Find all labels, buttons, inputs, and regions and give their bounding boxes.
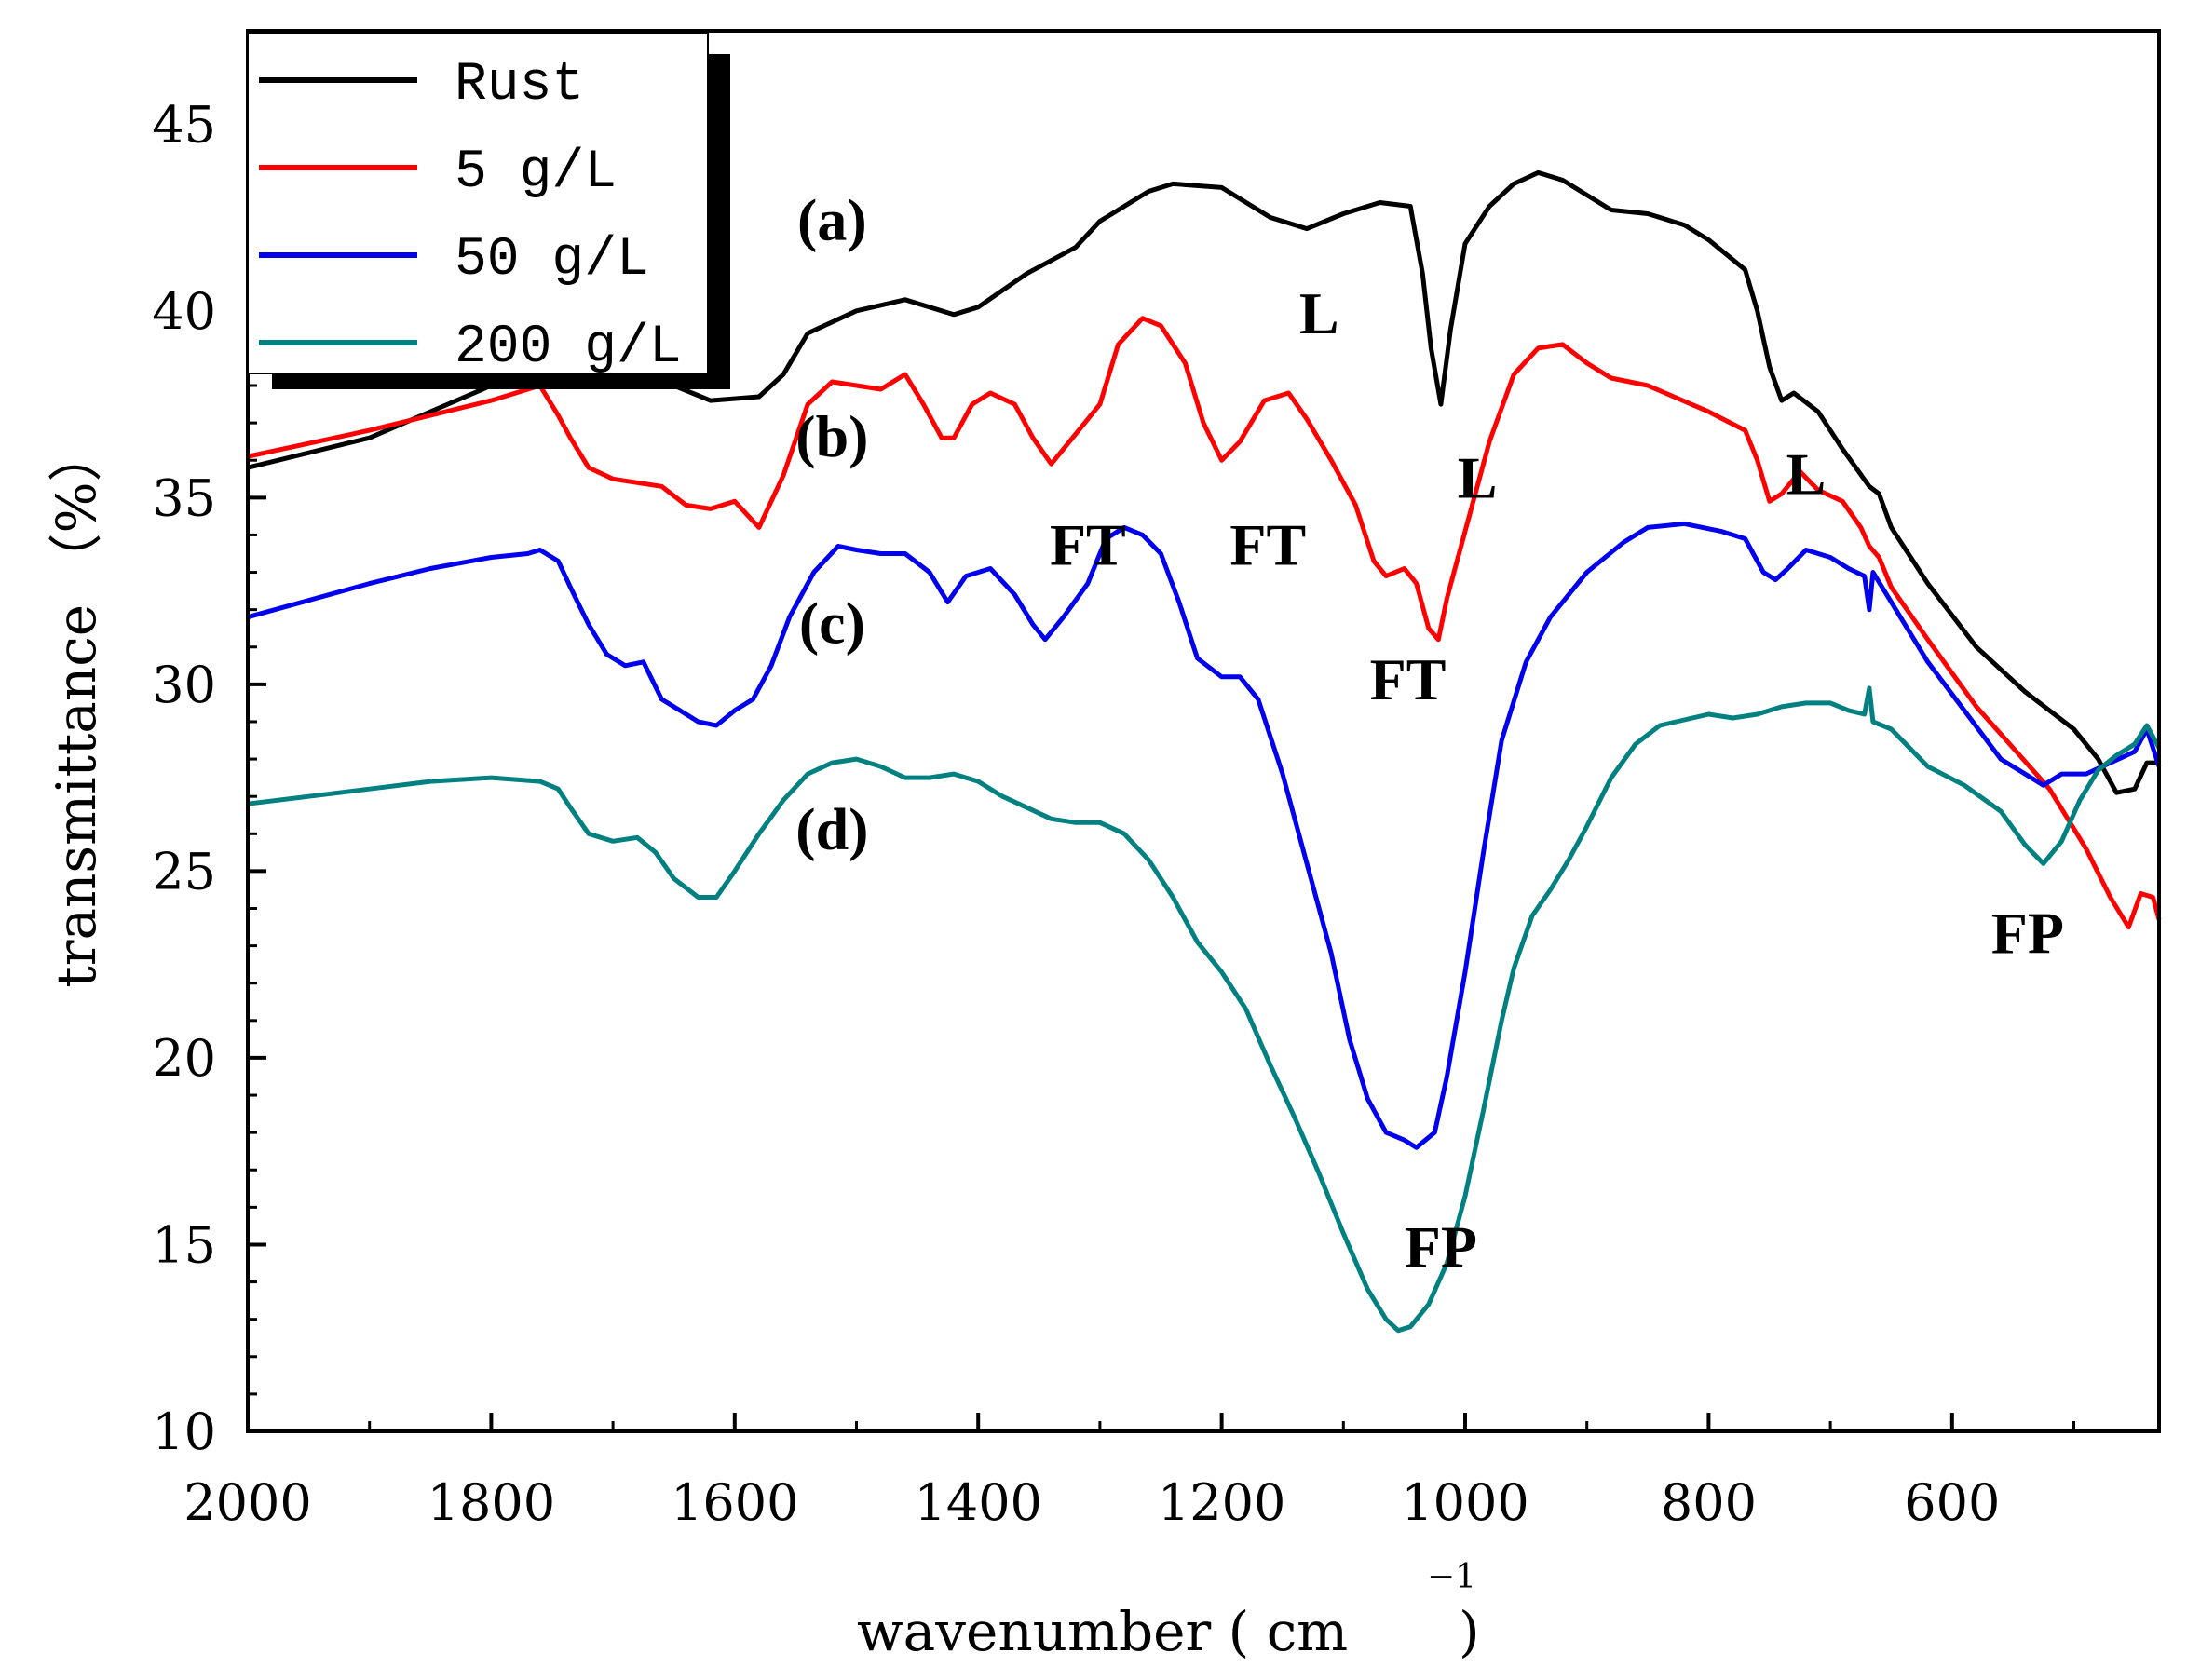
x-tick-label: 1800	[428, 1473, 555, 1532]
series-line-rust	[247, 169, 2159, 795]
peak-annotation: (c)	[799, 590, 865, 657]
series-line-50-g-l	[247, 521, 2162, 1150]
y-tick-label: 20	[152, 1029, 216, 1088]
peak-annotation: FT	[1229, 512, 1306, 578]
legend: Rust 5 g/L 50 g/L 200 g/L	[247, 32, 730, 389]
legend-label: 50 g/L	[455, 230, 649, 291]
legend-box	[247, 32, 709, 374]
x-tick-label: 800	[1661, 1473, 1757, 1532]
series-line-200-g-l	[247, 685, 2162, 1334]
peak-annotation: L	[1299, 280, 1339, 346]
y-tick-label: 30	[152, 656, 216, 714]
peak-annotation: (b)	[795, 403, 868, 469]
peak-annotation: FP	[1405, 1214, 1477, 1280]
y-tick-label: 10	[152, 1402, 216, 1461]
x-tick-label: 600	[1904, 1473, 2000, 1532]
y-tick-label: 15	[152, 1215, 216, 1274]
x-axis-title: wavenumber ( cm	[857, 1600, 1348, 1663]
peak-annotation: (d)	[795, 795, 868, 861]
y-tick-label: 35	[152, 468, 216, 527]
x-axis-title-superscript: −1	[1427, 1558, 1476, 1596]
x-tick-label: 1200	[1158, 1473, 1285, 1532]
peak-annotation: FT	[1050, 512, 1126, 578]
peak-annotation: (a)	[797, 187, 867, 253]
plot-frame	[246, 29, 2161, 1433]
y-tick-label: 25	[152, 842, 216, 901]
series-line-5-g-l	[247, 316, 2162, 930]
y-tick-label: 40	[152, 282, 216, 341]
y-tick-label: 45	[152, 95, 216, 154]
x-tick-label: 1400	[914, 1473, 1041, 1532]
legend-label: 5 g/L	[455, 142, 617, 203]
y-axis-title: transmittance （%）	[45, 427, 108, 987]
annotation-layer: (a) (b) (c) (d) L L L FT FT FT FP FP	[795, 187, 2064, 1280]
tick-layer: 2000 1800 1600 1400 1200 1000 800 600 10 15 20 25 30…	[152, 47, 2076, 1532]
peak-annotation: L	[1786, 440, 1827, 507]
peak-annotation: FT	[1370, 646, 1447, 712]
x-tick-label: 1600	[671, 1473, 798, 1532]
legend-label: 200 g/L	[455, 318, 682, 378]
x-tick-label: 2000	[183, 1473, 311, 1532]
x-axis-title-close: )	[1459, 1600, 1480, 1663]
peak-annotation: L	[1458, 444, 1498, 510]
x-tick-label: 1000	[1401, 1473, 1528, 1532]
peak-annotation: FP	[1991, 901, 2064, 967]
legend-label: Rust	[455, 55, 584, 115]
series-layer	[247, 169, 2162, 1334]
